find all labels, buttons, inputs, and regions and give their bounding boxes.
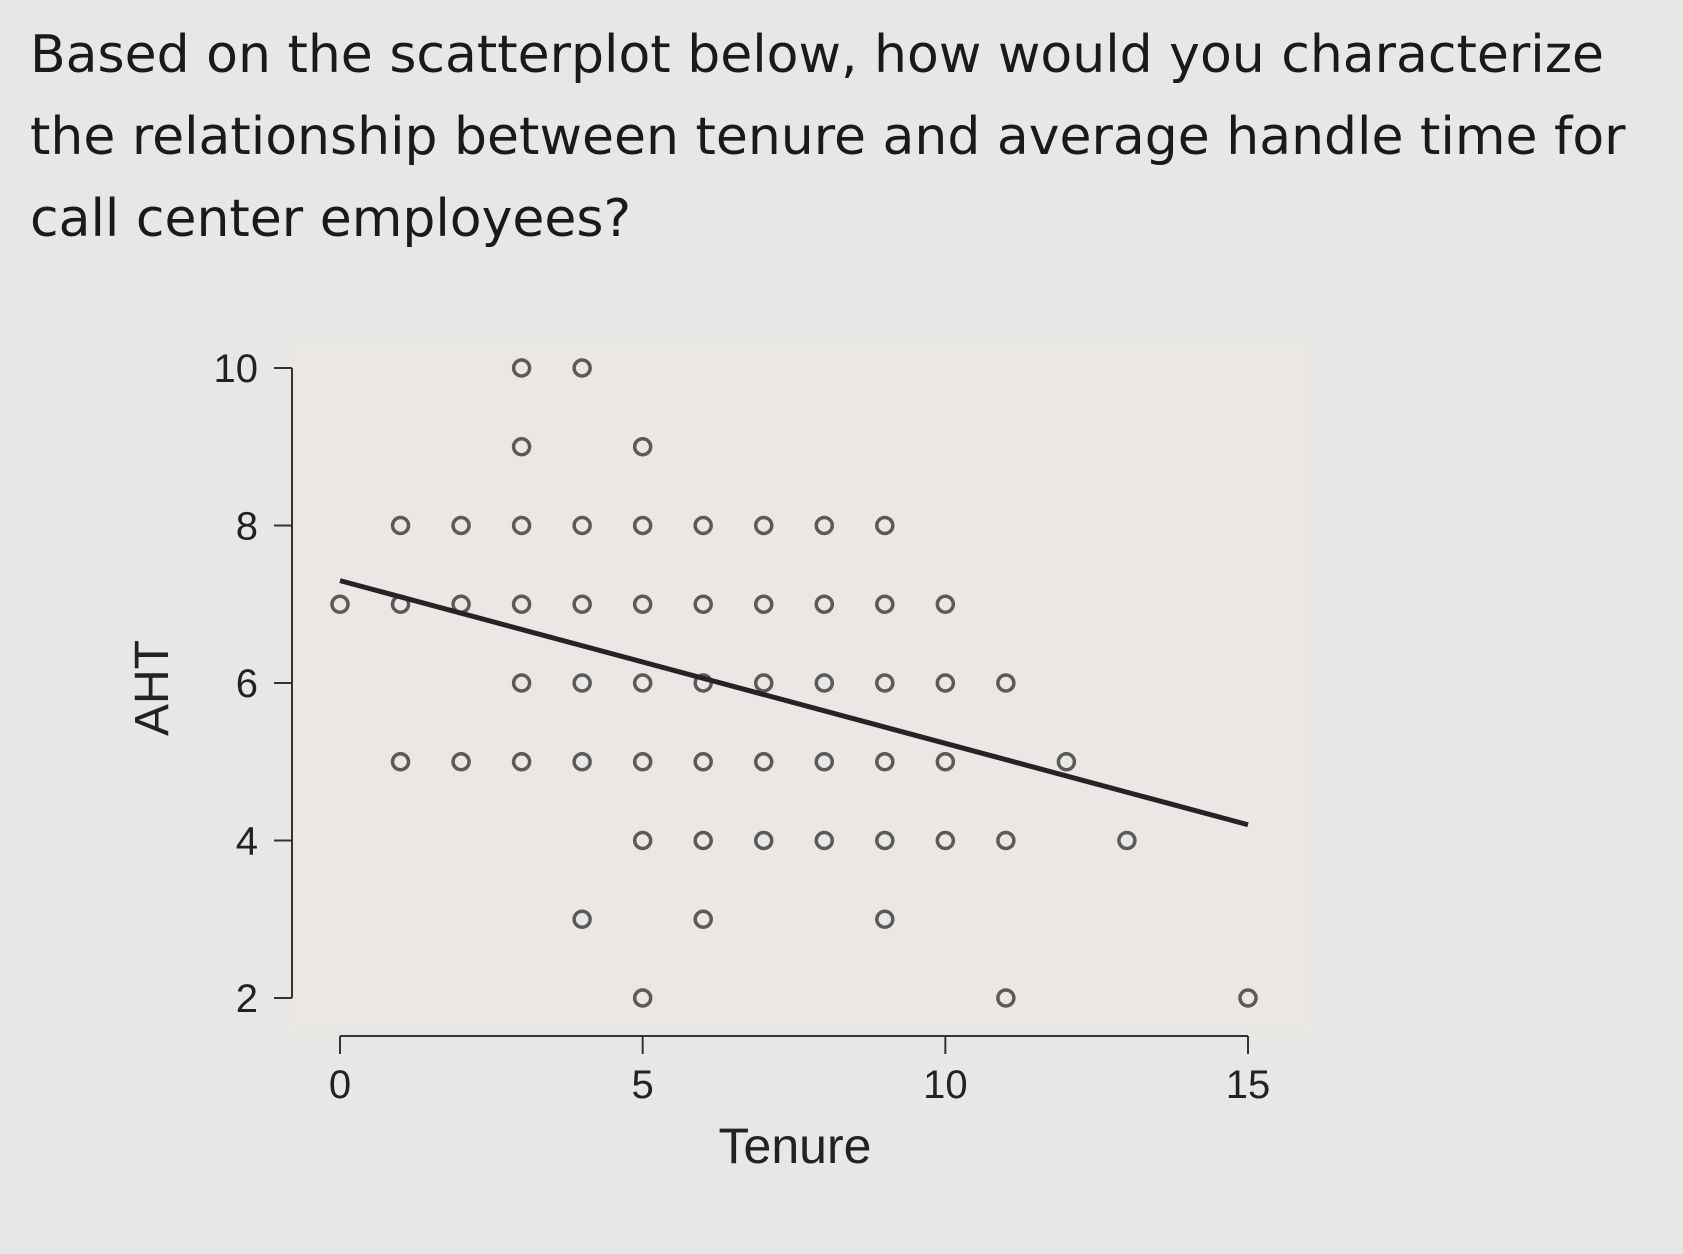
y-tick-label: 10 xyxy=(214,347,259,391)
scatter-point xyxy=(693,594,713,614)
scatter-point xyxy=(511,752,532,772)
x-axis: 0 5 10 15 xyxy=(329,1035,1271,1107)
scatter-point xyxy=(814,515,835,536)
scatter-point xyxy=(996,988,1016,1008)
y-tick-label: 2 xyxy=(236,977,258,1021)
scatter-point xyxy=(753,515,774,536)
scatter-point xyxy=(632,594,653,614)
scatter-point xyxy=(572,752,592,772)
scatter-point xyxy=(572,673,592,693)
scatter-point xyxy=(511,437,532,457)
scatter-point xyxy=(511,673,532,693)
scatter-point xyxy=(693,909,713,929)
scatter-point xyxy=(693,752,713,772)
scatter-point xyxy=(875,515,895,536)
scatter-point xyxy=(572,594,592,614)
scatter-point xyxy=(1056,752,1077,772)
scatter-point xyxy=(390,752,411,772)
x-tick-label: 5 xyxy=(632,1063,654,1107)
scatter-point xyxy=(996,830,1016,851)
scatter-point xyxy=(511,358,532,378)
scatter-point xyxy=(753,752,774,772)
scatter-point xyxy=(632,988,653,1008)
y-axis-label: AHT xyxy=(126,640,179,736)
x-tick-label: 10 xyxy=(923,1063,968,1107)
scatter-point xyxy=(632,830,653,851)
scatter-point xyxy=(632,515,653,536)
scatter-point xyxy=(875,673,895,693)
scatter-point xyxy=(875,594,895,614)
scatter-point xyxy=(935,673,956,693)
scatter-point xyxy=(996,673,1016,693)
scatter-point xyxy=(753,673,774,693)
scatter-point xyxy=(511,594,532,614)
scatter-point xyxy=(935,594,956,614)
scatter-point xyxy=(1238,988,1258,1008)
y-tick-label: 6 xyxy=(236,662,258,706)
scatter-point xyxy=(632,437,653,457)
scatter-point xyxy=(875,830,895,851)
question-text: Based on the scatterplot below, how woul… xyxy=(30,25,1626,249)
scatter-point xyxy=(451,515,471,536)
scatter-point xyxy=(390,515,411,536)
scatter-point xyxy=(572,358,592,378)
scatter-point xyxy=(1117,830,1137,851)
scatter-point xyxy=(814,752,835,772)
y-tick-label: 8 xyxy=(236,505,258,549)
scatter-point xyxy=(572,909,592,929)
regression-line xyxy=(339,578,1249,828)
scatter-point xyxy=(935,830,956,851)
scatter-point xyxy=(814,594,835,614)
y-axis: 2 4 6 8 10 xyxy=(214,347,293,1021)
scatter-point xyxy=(875,752,895,772)
points-layer xyxy=(330,358,1258,1008)
scatter-point xyxy=(935,752,956,772)
scatter-point xyxy=(511,515,532,536)
scatter-point xyxy=(572,515,592,536)
scatter-point xyxy=(814,673,835,693)
scatter-point xyxy=(632,752,653,772)
x-tick-label: 0 xyxy=(329,1063,351,1107)
scatter-point xyxy=(875,909,895,929)
scatter-point xyxy=(693,830,713,851)
x-tick-label: 15 xyxy=(1226,1063,1271,1107)
scatter-point xyxy=(753,594,774,614)
scatter-point xyxy=(753,830,774,851)
plot-panel xyxy=(290,340,1310,1030)
scatter-point xyxy=(632,673,653,693)
scatter-point xyxy=(693,515,713,536)
y-tick-label: 4 xyxy=(236,820,258,864)
scatter-point xyxy=(814,830,835,851)
scatter-point xyxy=(330,594,350,614)
scatter-point xyxy=(451,752,471,772)
x-axis-label: Tenure xyxy=(719,1118,872,1174)
